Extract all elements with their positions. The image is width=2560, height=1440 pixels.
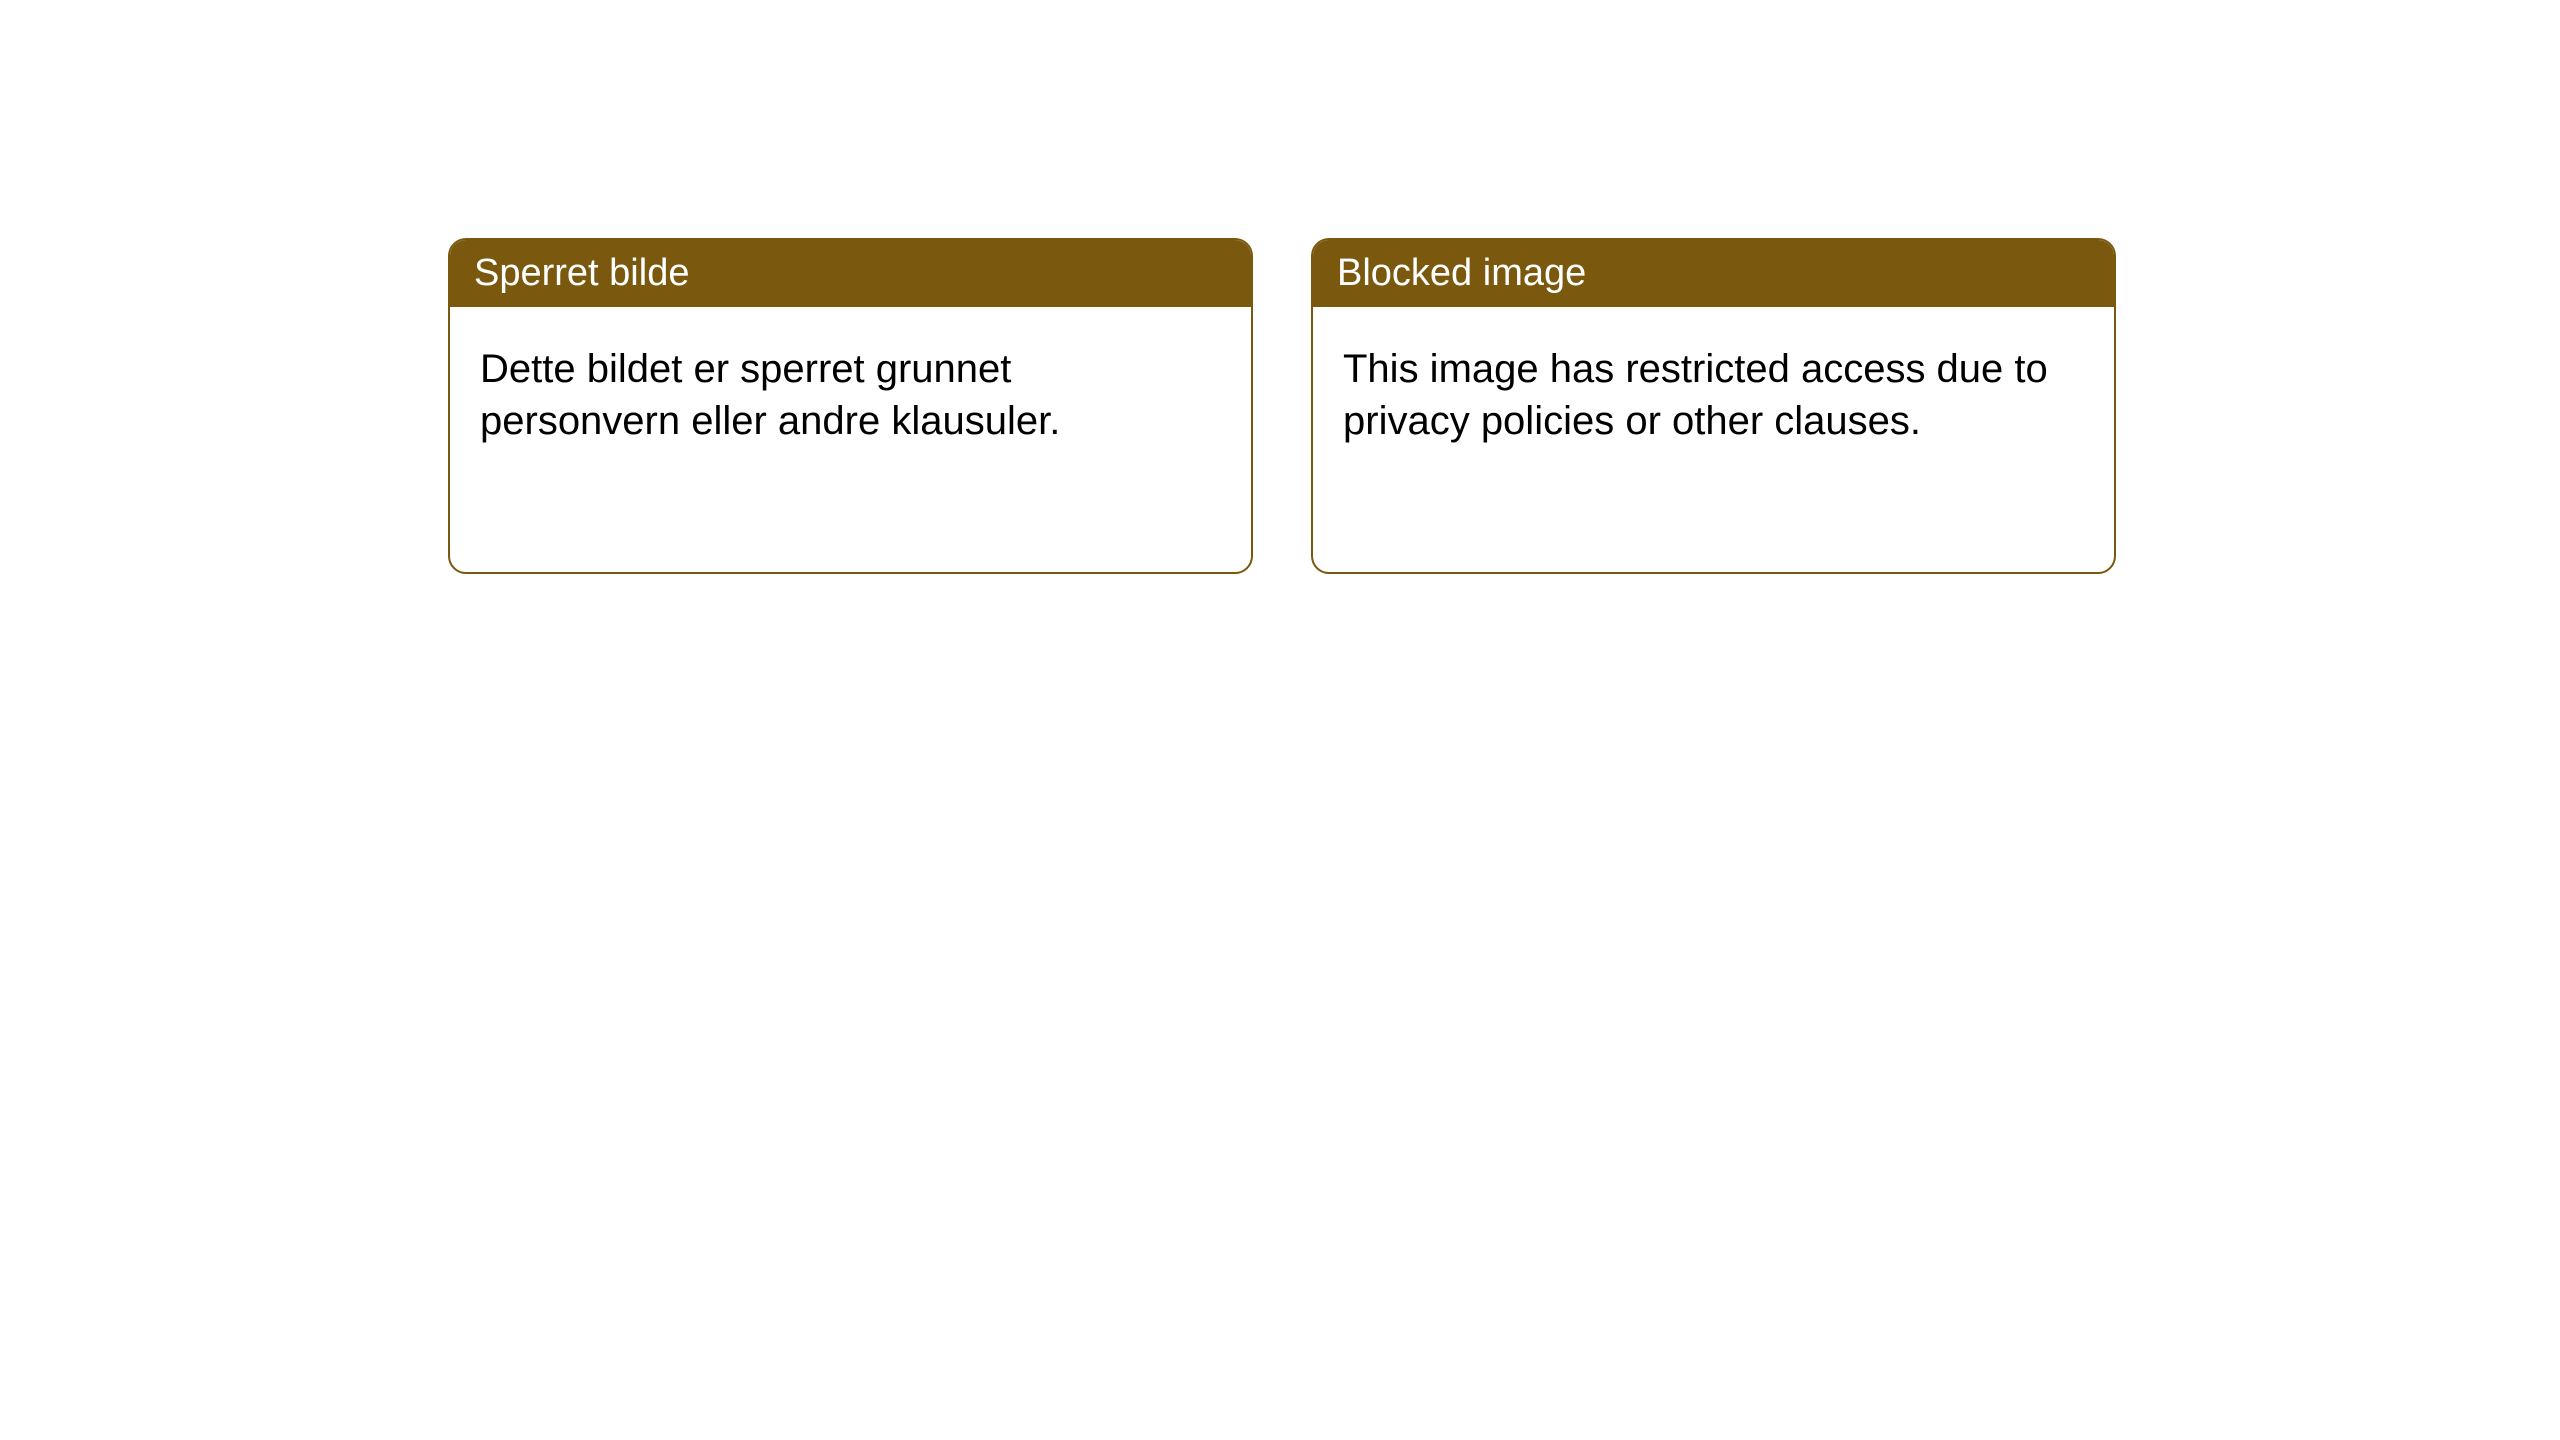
notice-body: Dette bildet er sperret grunnet personve… <box>450 307 1251 483</box>
notice-text: This image has restricted access due to … <box>1343 347 2048 443</box>
notice-text: Dette bildet er sperret grunnet personve… <box>480 347 1060 443</box>
notice-card-english: Blocked image This image has restricted … <box>1311 238 2116 574</box>
notice-header: Blocked image <box>1313 240 2114 307</box>
notice-header: Sperret bilde <box>450 240 1251 307</box>
notice-container: Sperret bilde Dette bildet er sperret gr… <box>448 238 2116 574</box>
notice-body: This image has restricted access due to … <box>1313 307 2114 483</box>
notice-title: Blocked image <box>1337 252 1586 294</box>
notice-title: Sperret bilde <box>474 252 689 294</box>
notice-card-norwegian: Sperret bilde Dette bildet er sperret gr… <box>448 238 1253 574</box>
